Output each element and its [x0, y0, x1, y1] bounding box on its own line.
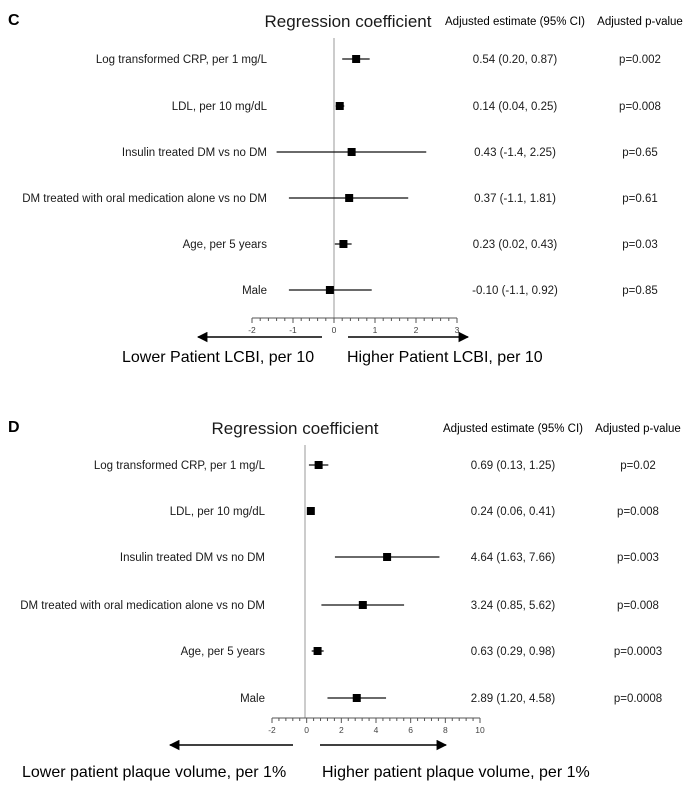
panel-c-right-label: Higher Patient LCBI, per 10 [347, 349, 543, 366]
estimate-ci-label: 0.54 (0.20, 0.87) [473, 54, 558, 66]
panel-d-letter: D [8, 419, 20, 436]
p-value-label: p=0.008 [617, 600, 659, 612]
estimate-ci-label: 0.69 (0.13, 1.25) [471, 460, 556, 472]
estimate-ci-label: 0.43 (-1.4, 2.25) [474, 147, 556, 159]
point-estimate [335, 102, 344, 110]
row-label: Age, per 5 years [181, 646, 266, 658]
estimate-ci-label: 0.63 (0.29, 0.98) [471, 646, 556, 658]
panel-c-pvalue-header: Adjusted p-value [597, 16, 683, 28]
p-value-label: p=0.008 [617, 506, 659, 518]
point-estimate [352, 694, 361, 702]
panel-c-letter: C [8, 12, 20, 29]
x-tick-label: 2 [414, 325, 419, 335]
p-value-label: p=0.0003 [614, 646, 662, 658]
p-value-label: p=0.85 [622, 285, 658, 297]
x-tick-label: 0 [304, 725, 309, 735]
point-estimate [352, 55, 361, 63]
p-value-label: p=0.0008 [614, 693, 662, 705]
p-value-label: p=0.002 [619, 54, 661, 66]
point-estimate [345, 194, 354, 202]
row-label: Male [242, 285, 267, 297]
row-label: Age, per 5 years [183, 239, 268, 251]
p-value-label: p=0.65 [622, 147, 658, 159]
estimate-ci-label: 3.24 (0.85, 5.62) [471, 600, 556, 612]
point-estimate [339, 240, 348, 248]
p-value-label: p=0.02 [620, 460, 656, 472]
p-value-label: p=0.03 [622, 239, 658, 251]
p-value-label: p=0.008 [619, 101, 661, 113]
estimate-ci-label: 4.64 (1.63, 7.66) [471, 552, 556, 564]
estimate-ci-label: 0.37 (-1.1, 1.81) [474, 193, 556, 205]
panel-c-estimate-header: Adjusted estimate (95% CI) [445, 16, 585, 28]
x-tick-label: 8 [443, 725, 448, 735]
estimate-ci-label: -0.10 (-1.1, 0.92) [472, 285, 558, 297]
row-label: LDL, per 10 mg/dL [172, 101, 268, 113]
row-label: DM treated with oral medication alone vs… [22, 193, 267, 205]
x-tick-label: 0 [332, 325, 337, 335]
x-tick-label: 3 [455, 325, 460, 335]
p-value-label: p=0.61 [622, 193, 658, 205]
panel-d-title: Regression coefficient [212, 419, 379, 438]
x-tick-label: 2 [339, 725, 344, 735]
estimate-ci-label: 0.14 (0.04, 0.25) [473, 101, 558, 113]
x-tick-label: -1 [289, 325, 297, 335]
panel-d-left-label: Lower patient plaque volume, per 1% [22, 764, 286, 781]
x-tick-label: 10 [475, 725, 485, 735]
row-label: Log transformed CRP, per 1 mg/L [96, 54, 268, 66]
panel-c-left-label: Lower Patient LCBI, per 10 [122, 349, 314, 366]
point-estimate [383, 553, 392, 561]
point-estimate [313, 647, 322, 655]
p-value-label: p=0.003 [617, 552, 659, 564]
point-estimate [358, 601, 367, 609]
panel-d-right-label: Higher patient plaque volume, per 1% [322, 764, 590, 781]
estimate-ci-label: 0.24 (0.06, 0.41) [471, 506, 556, 518]
point-estimate [314, 461, 323, 469]
panel-c-x-axis: -2 -1 0 1 2 3 [248, 317, 460, 335]
row-label: Insulin treated DM vs no DM [122, 147, 267, 159]
panel-d-estimate-header: Adjusted estimate (95% CI) [443, 423, 583, 435]
row-label: Log transformed CRP, per 1 mg/L [94, 460, 266, 472]
x-tick-label: -2 [248, 325, 256, 335]
point-estimate [347, 148, 356, 156]
x-tick-label: 6 [408, 725, 413, 735]
x-tick-label: 1 [373, 325, 378, 335]
panel-d: D Regression coefficient Adjusted estima… [8, 419, 681, 781]
row-label: DM treated with oral medication alone vs… [20, 600, 265, 612]
row-label: LDL, per 10 mg/dL [170, 506, 266, 518]
point-estimate [306, 507, 315, 515]
panel-c-title: Regression coefficient [265, 12, 432, 31]
estimate-ci-label: 2.89 (1.20, 4.58) [471, 693, 556, 705]
panel-c: C Regression coefficient Adjusted estima… [8, 12, 683, 366]
point-estimate [325, 286, 334, 294]
x-tick-label: 4 [374, 725, 379, 735]
x-tick-label: -2 [268, 725, 276, 735]
panel-d-x-axis: -2 0 2 4 6 8 10 [268, 717, 485, 735]
row-label: Male [240, 693, 265, 705]
panel-c-rows: Log transformed CRP, per 1 mg/L 0.54 (0.2… [22, 54, 661, 297]
panel-d-rows: Log transformed CRP, per 1 mg/L 0.69 (0.1… [20, 460, 662, 705]
estimate-ci-label: 0.23 (0.02, 0.43) [473, 239, 558, 251]
panel-d-pvalue-header: Adjusted p-value [595, 423, 681, 435]
row-label: Insulin treated DM vs no DM [120, 552, 265, 564]
